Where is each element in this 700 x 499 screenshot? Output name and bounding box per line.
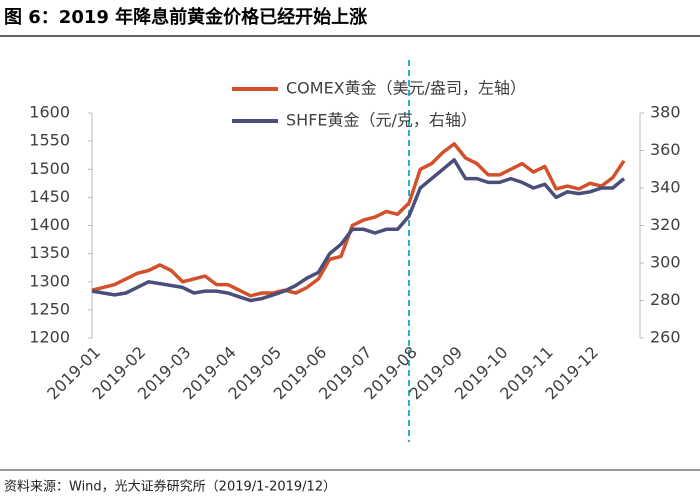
y-tick-label: 1450 <box>29 187 70 206</box>
series-line <box>91 142 626 298</box>
y2-tick-label: 320 <box>650 215 681 234</box>
y-tick-label: 1500 <box>29 159 70 178</box>
source-note: 资料来源：Wind，光大证券研究所（2019/1-2019/12） <box>4 479 336 495</box>
y-tick-label: 1550 <box>29 131 70 150</box>
y2-tick-label: 280 <box>650 290 681 309</box>
y-tick-label: 1300 <box>29 271 70 290</box>
y-tick-label: 1400 <box>29 215 70 234</box>
y-tick-label: 1200 <box>29 328 70 347</box>
y-tick-label: 1600 <box>29 103 70 122</box>
legend-label: COMEX黄金（美元/盎司，左轴） <box>286 79 526 98</box>
chart-title: 图 6：2019 年降息前黄金价格已经开始上涨 <box>4 6 367 28</box>
y2-tick-label: 260 <box>650 328 681 347</box>
series-line <box>91 158 626 303</box>
y2-tick-label: 300 <box>650 253 681 272</box>
y-tick-label: 1250 <box>29 299 70 318</box>
y2-tick-label: 340 <box>650 178 681 197</box>
legend-label: SHFE黄金（元/克，右轴） <box>286 111 477 130</box>
y-tick-label: 1350 <box>29 243 70 262</box>
y2-tick-label: 360 <box>650 140 681 159</box>
y2-tick-label: 380 <box>650 103 681 122</box>
